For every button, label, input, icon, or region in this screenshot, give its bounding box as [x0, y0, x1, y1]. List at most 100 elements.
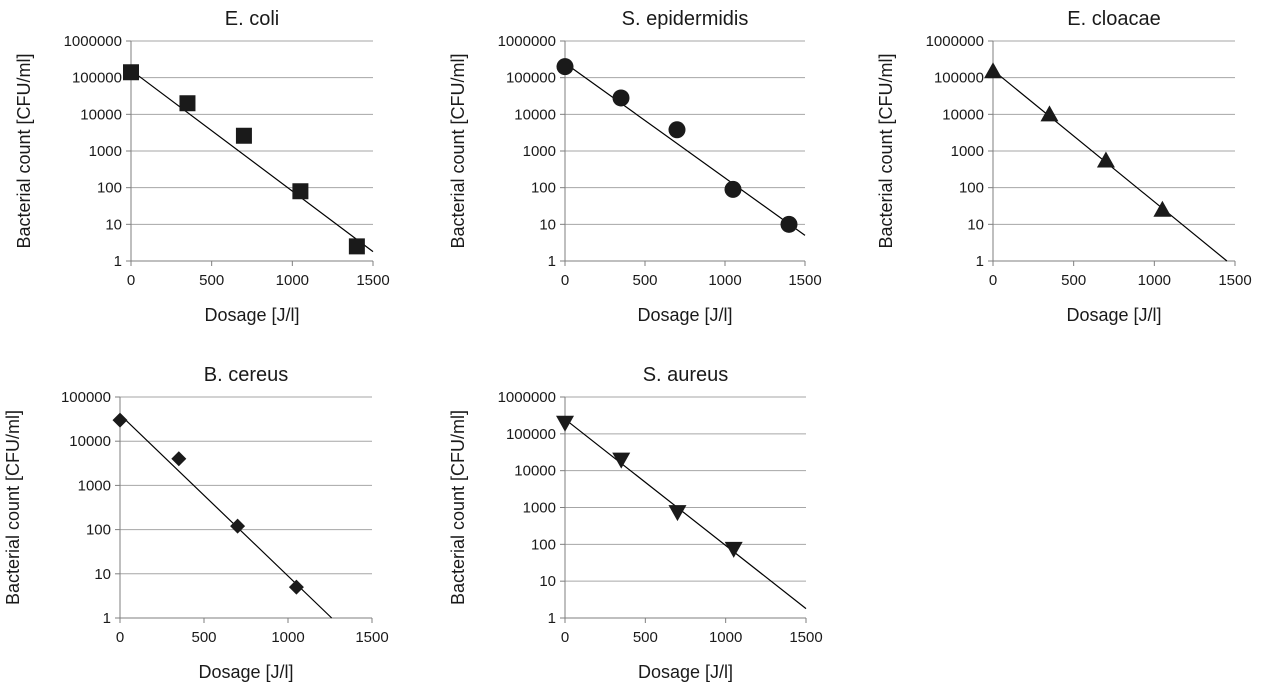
y-tick-label: 100000: [72, 70, 122, 87]
data-point: [1096, 151, 1115, 168]
x-tick-label: 500: [1061, 272, 1086, 289]
y-tick-label: 100: [959, 180, 984, 197]
y-axis-label: Bacterial count [CFU/ml]: [448, 53, 468, 248]
x-tick-label: 500: [633, 629, 658, 646]
x-tick-label: 1000: [708, 272, 741, 289]
x-tick-label: 0: [116, 629, 124, 646]
y-axis-label: Bacterial count [CFU/ml]: [876, 53, 896, 248]
y-tick-label: 100: [531, 180, 556, 197]
y-tick-label: 1000: [951, 143, 984, 160]
x-tick-label: 0: [561, 629, 569, 646]
y-tick-label: 100000: [506, 426, 556, 443]
y-tick-label: 10000: [514, 463, 556, 480]
data-point: [230, 518, 246, 534]
y-tick-label: 100000: [934, 70, 984, 87]
x-tick-label: 500: [632, 272, 657, 289]
y-tick-label: 10000: [514, 106, 556, 123]
data-point: [171, 451, 187, 467]
x-axis-label: Dosage [J/l]: [204, 305, 299, 325]
y-tick-label: 1: [103, 610, 111, 627]
y-tick-label: 1000: [78, 477, 111, 494]
y-tick-label: 10: [94, 566, 111, 583]
trend-line: [564, 418, 807, 610]
x-axis-label: Dosage [J/l]: [198, 662, 293, 682]
x-tick-label: 1500: [789, 629, 822, 646]
chart-title: E. cloacae: [1067, 8, 1160, 30]
data-point: [612, 452, 631, 469]
x-tick-label: 0: [561, 272, 569, 289]
data-point: [123, 64, 139, 81]
x-tick-label: 1500: [1218, 272, 1251, 289]
x-tick-label: 1500: [356, 272, 389, 289]
data-point: [612, 89, 630, 107]
data-point: [556, 58, 574, 76]
y-tick-label: 10000: [942, 106, 984, 123]
x-tick-label: 1000: [1138, 272, 1171, 289]
y-tick-label: 10: [539, 216, 556, 233]
y-tick-label: 10: [967, 216, 984, 233]
data-point: [235, 127, 252, 144]
x-tick-label: 1500: [788, 272, 821, 289]
x-tick-label: 0: [989, 272, 997, 289]
chart-panel-1: 1 10 100 1000 10000 100000 1000000 0 500 1000 1500…: [14, 8, 390, 325]
x-tick-label: 1000: [271, 629, 304, 646]
trend-line: [130, 69, 374, 253]
x-tick-label: 1000: [709, 629, 742, 646]
x-tick-label: 0: [127, 272, 135, 289]
y-tick-label: 100: [531, 536, 556, 553]
y-tick-label: 1: [548, 253, 556, 270]
x-axis-label: Dosage [J/l]: [1066, 305, 1161, 325]
y-axis-label: Bacterial count [CFU/ml]: [448, 410, 468, 605]
y-tick-label: 100000: [506, 70, 556, 87]
data-point: [348, 238, 365, 255]
y-tick-label: 10000: [80, 106, 122, 123]
chart-title: E. coli: [225, 8, 279, 30]
data-point: [724, 541, 743, 558]
data-point: [724, 180, 742, 198]
trend-line: [564, 62, 806, 236]
data-point: [292, 183, 309, 200]
y-tick-label: 10: [539, 573, 556, 590]
data-point: [112, 412, 128, 428]
x-tick-label: 500: [199, 272, 224, 289]
chart-panel-5: 1 10 100 1000 10000 100000 1000000 0 500 1000 1500…: [448, 364, 823, 682]
data-point: [1040, 105, 1059, 122]
chart-panel-4: 1 10 100 1000 10000 100000 0 500 1000 1500 B. cere…: [3, 364, 389, 682]
y-tick-label: 1000: [89, 143, 122, 160]
data-point: [288, 579, 304, 595]
y-tick-label: 100: [86, 522, 111, 539]
data-point: [179, 95, 196, 112]
data-point: [668, 121, 686, 139]
x-tick-label: 500: [191, 629, 216, 646]
x-axis-label: Dosage [J/l]: [638, 662, 733, 682]
data-point: [1153, 200, 1172, 217]
data-point: [556, 415, 574, 432]
chart-title: S. aureus: [643, 364, 729, 386]
x-tick-label: 1500: [355, 629, 388, 646]
y-axis-label: Bacterial count [CFU/ml]: [3, 410, 23, 605]
y-tick-label: 1000000: [498, 33, 556, 50]
x-tick-label: 1000: [276, 272, 309, 289]
y-tick-label: 1000: [523, 143, 556, 160]
data-point: [668, 505, 687, 522]
chart-title: S. epidermidis: [622, 8, 749, 30]
y-tick-label: 1000000: [64, 33, 122, 50]
y-axis-label: Bacterial count [CFU/ml]: [14, 53, 34, 248]
x-axis-label: Dosage [J/l]: [637, 305, 732, 325]
y-tick-label: 1: [976, 253, 984, 270]
y-tick-label: 1000: [523, 500, 556, 517]
data-point: [780, 215, 798, 233]
y-tick-label: 1: [548, 610, 556, 627]
chart-panel-3: 1 10 100 1000 10000 100000 1000000 0 500 1000 1500…: [876, 8, 1252, 325]
y-tick-label: 1: [114, 253, 122, 270]
y-tick-label: 1000000: [498, 389, 556, 406]
chart-panel-2: 1 10 100 1000 10000 100000 1000000 0 500 1000 1500…: [448, 8, 822, 325]
y-tick-label: 10: [105, 216, 122, 233]
y-tick-label: 100000: [61, 389, 111, 406]
y-tick-label: 100: [97, 180, 122, 197]
y-tick-label: 1000000: [926, 33, 984, 50]
data-point: [984, 62, 1002, 79]
chart-title: B. cereus: [204, 364, 288, 386]
y-tick-label: 10000: [69, 433, 111, 450]
